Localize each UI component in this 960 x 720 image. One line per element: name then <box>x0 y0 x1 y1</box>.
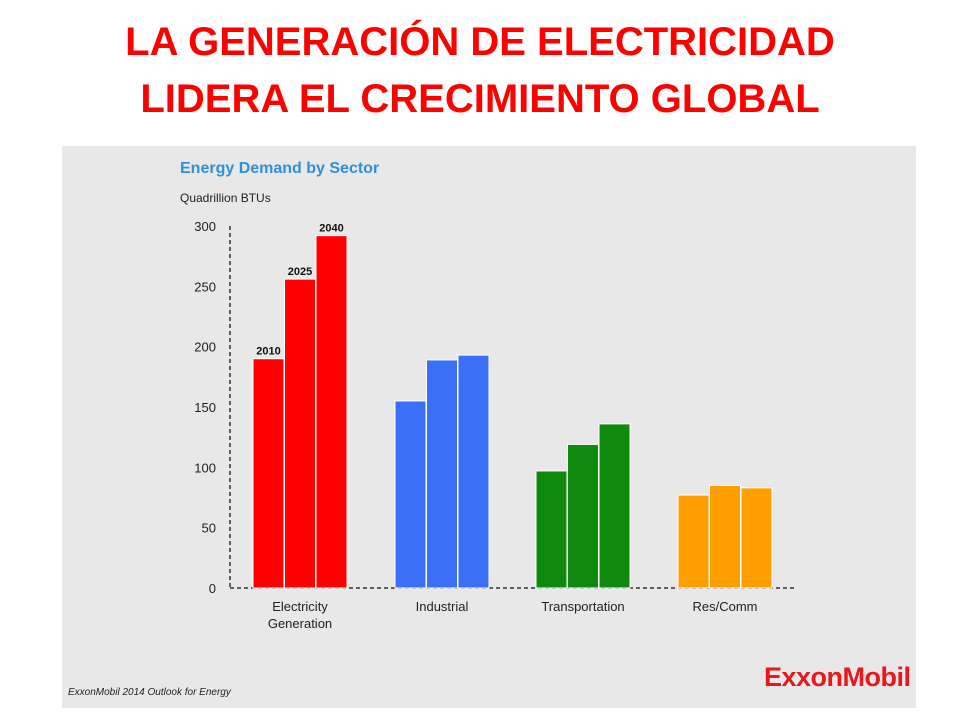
bar <box>567 443 599 589</box>
y-tick-label: 300 <box>194 219 216 234</box>
x-tick-label: Transportation <box>541 599 624 614</box>
bar-chart: 0 50 100 150 200 250 300 2010 2025 2040 Electricit… <box>194 219 796 631</box>
bar <box>315 235 348 589</box>
y-tick-label: 200 <box>194 340 216 355</box>
bar <box>598 423 631 589</box>
bar <box>535 470 568 589</box>
slide-title-line-1: LA GENERACIÓN DE ELECTRICIDAD <box>125 20 835 64</box>
exxonmobil-logo: ExxonMobil <box>764 662 911 692</box>
y-tick-label: 50 <box>202 521 216 536</box>
y-tick-label: 250 <box>194 279 216 294</box>
slide-title-line-2: LIDERA EL CRECIMIENTO GLOBAL <box>140 77 820 121</box>
bar-year-label: 2025 <box>288 266 312 278</box>
bar-year-label: 2040 <box>319 223 343 235</box>
source-note: ExxonMobil 2014 Outlook for Energy <box>68 687 231 698</box>
y-tick-label: 150 <box>194 400 216 415</box>
bar <box>426 359 458 589</box>
slide-title: LA GENERACIÓN DE ELECTRICIDAD LIDERA EL … <box>0 14 960 128</box>
bar <box>252 358 285 589</box>
bar <box>740 487 773 589</box>
y-axis-unit-label: Quadrillion BTUs <box>180 191 271 205</box>
x-tick-label: Electricity <box>272 599 328 614</box>
y-tick-label: 100 <box>194 460 216 475</box>
x-tick-label: Industrial <box>416 599 469 614</box>
x-tick-label: Res/Comm <box>692 599 757 614</box>
y-tick-label: 0 <box>209 581 216 596</box>
bar <box>457 354 490 589</box>
bar <box>394 400 427 589</box>
bar-year-label: 2010 <box>256 346 280 358</box>
chart-panel: Energy Demand by Sector Quadrillion BTUs… <box>62 146 916 708</box>
x-tick-label: Generation <box>268 616 332 631</box>
bar <box>677 494 710 589</box>
chart-title: Energy Demand by Sector <box>180 160 380 177</box>
bar <box>284 278 316 589</box>
bar <box>709 484 741 589</box>
